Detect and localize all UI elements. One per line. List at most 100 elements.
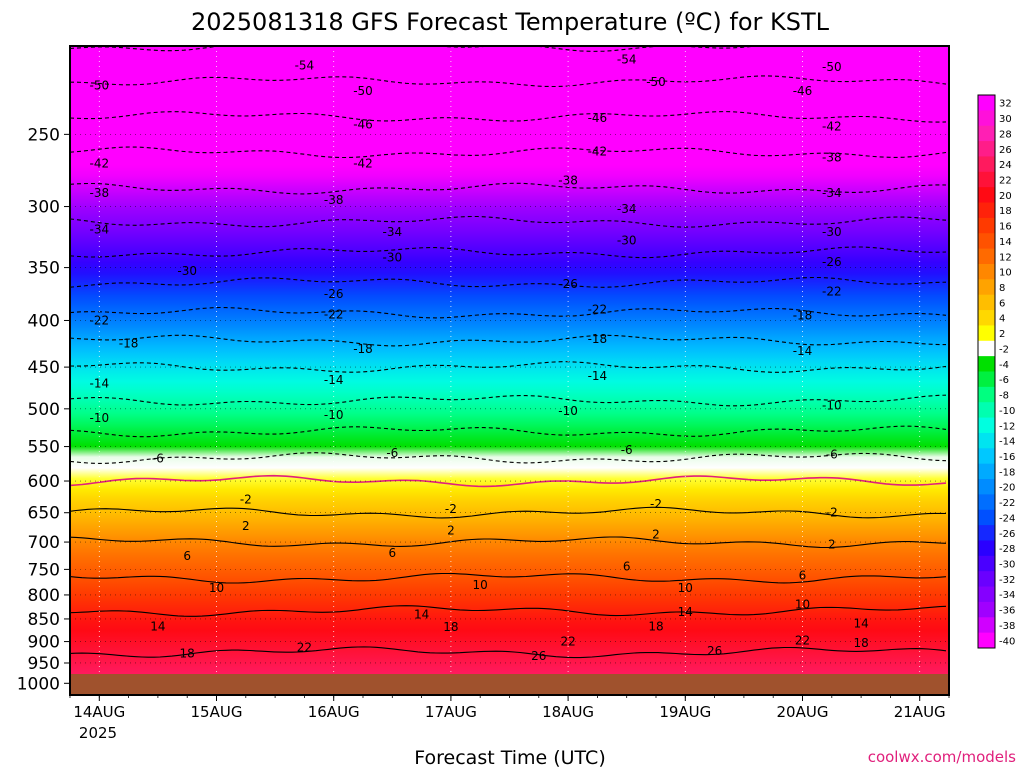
colorbar-cell (978, 417, 995, 434)
contour-label: 2 (652, 528, 660, 542)
y-tick-label: 800 (28, 586, 60, 606)
x-tick-year: 2025 (79, 724, 117, 742)
colorbar-label: 16 (999, 222, 1012, 233)
x-tick-label: 18AUG (542, 703, 594, 721)
colorbar-label: -36 (999, 606, 1015, 617)
y-tick-label: 300 (28, 198, 60, 218)
contour-label: -2 (445, 502, 457, 516)
contour-label: -30 (617, 234, 637, 248)
colorbar-label: -22 (999, 498, 1015, 509)
contour-label: -54 (295, 58, 315, 72)
contour-label: 6 (388, 546, 396, 560)
ground-band (70, 674, 949, 695)
contour-label: 10 (795, 598, 810, 612)
y-tick-label: 550 (28, 438, 60, 458)
contour-label: -30 (822, 225, 842, 239)
x-tick-label: 17AUG (425, 703, 477, 721)
contour-label: -30 (382, 250, 402, 264)
colorbar-cell (978, 586, 995, 603)
colorbar-cell (978, 233, 995, 250)
contour-label: -42 (353, 156, 373, 170)
colorbar-label: 2 (999, 329, 1005, 340)
colorbar-cell (978, 479, 995, 495)
x-axis-label: Forecast Time (UTC) (414, 747, 605, 768)
y-tick-label: 700 (28, 533, 60, 553)
contour-label: 22 (560, 635, 575, 649)
colorbar-cell (978, 601, 995, 618)
contour-label: -42 (822, 119, 842, 133)
colorbar-label: -30 (999, 560, 1015, 571)
colorbar-label: 4 (999, 314, 1005, 325)
contour-label: -46 (793, 84, 813, 98)
colorbar-cell (978, 571, 995, 588)
colorbar-cell (978, 187, 995, 204)
contour-label: 2 (447, 524, 455, 538)
contour-label: -22 (324, 307, 344, 321)
isotherm-line (70, 246, 947, 259)
colorbar-cell (978, 617, 995, 634)
colorbar-cell (978, 540, 995, 557)
isotherm-line (70, 605, 947, 617)
colorbar-cell (978, 125, 995, 142)
colorbar-cell (978, 310, 995, 326)
isotherm-line (70, 506, 947, 519)
contour-label: -14 (588, 369, 608, 383)
colorbar-label: 30 (999, 114, 1012, 125)
y-axis: 250 300 350 400 450 500 550 600 650 700 750 800 850 9… (17, 125, 70, 694)
colorbar-label: 8 (999, 283, 1005, 294)
colorbar-cell (978, 217, 995, 234)
colorbar-cell (978, 432, 995, 449)
colorbar-label: -2 (999, 344, 1009, 355)
colorbar-label: 14 (999, 237, 1012, 248)
contour-label: -26 (822, 255, 842, 269)
contour-label: -50 (822, 60, 842, 74)
contour-label: -50 (353, 84, 373, 98)
y-tick-label: 1000 (17, 674, 60, 694)
colorbar-cell (978, 95, 995, 111)
contour-label: -38 (822, 150, 842, 164)
y-tick-label: 900 (28, 633, 60, 653)
colorbar-label: -8 (999, 391, 1009, 402)
contour-label: -14 (89, 376, 109, 390)
x-tick-label: 14AUG (73, 703, 125, 721)
y-tick-label: 400 (28, 311, 60, 331)
colorbar-cell (978, 202, 995, 219)
contour-label: -46 (588, 111, 608, 125)
colorbar-cell (978, 386, 995, 403)
contour-label: -38 (89, 186, 109, 200)
contour-label: 18 (648, 619, 663, 633)
y-tick-label: 600 (28, 472, 60, 492)
colorbar-cell (978, 248, 995, 265)
contour-label: -26 (558, 277, 578, 291)
contour-label: 6 (799, 569, 807, 583)
contour-label: 18 (443, 620, 458, 634)
contour-label: -14 (793, 344, 813, 358)
colorbar-label: 32 (999, 99, 1012, 110)
colorbar-cell (978, 171, 995, 188)
contour-label: -22 (89, 313, 109, 327)
colorbar-label: 22 (999, 175, 1012, 186)
contour-label: -42 (89, 156, 109, 170)
colorbar-cell (978, 555, 995, 572)
colorbar-label: -14 (999, 437, 1015, 448)
chart-title: 2025081318 GFS Forecast Temperature (ºC)… (191, 8, 830, 36)
contour-label: 14 (414, 607, 429, 621)
colorbar-label: 18 (999, 206, 1012, 217)
colorbar-cell (978, 494, 995, 511)
contour-label: -54 (617, 53, 637, 67)
colorbar-label: -18 (999, 467, 1015, 478)
y-tick-label: 950 (28, 654, 60, 674)
colorbar-label: 28 (999, 129, 1012, 140)
colorbar-cell (978, 525, 995, 541)
colorbar-label: -10 (999, 406, 1015, 417)
colorbar-cell (978, 294, 995, 311)
colorbar-label: -38 (999, 621, 1015, 632)
isotherm-line (70, 572, 947, 584)
colorbar-label: 6 (999, 298, 1005, 309)
contour-label: -34 (382, 225, 402, 239)
colorbar-cell (978, 463, 995, 480)
contour-label: -46 (353, 118, 373, 132)
contour-label: 26 (531, 649, 546, 663)
y-tick-label: 500 (28, 400, 60, 420)
